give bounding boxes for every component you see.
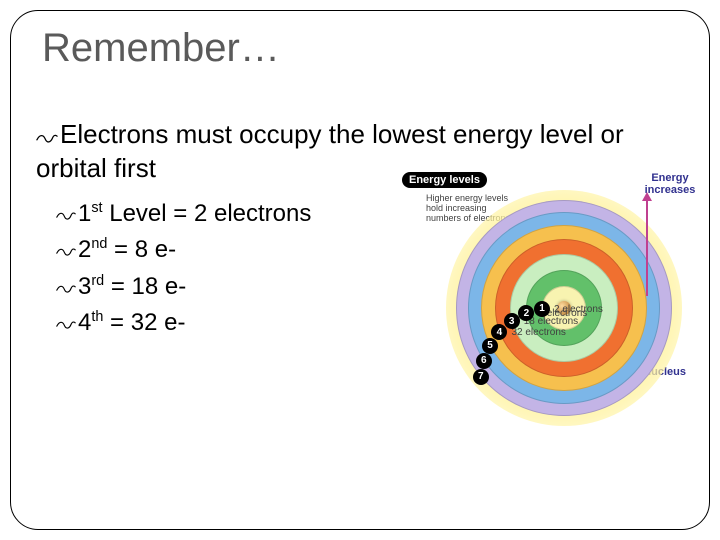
item-text: = 32 e- [103, 309, 185, 336]
item-text: = 18 e- [104, 273, 186, 300]
list-item: 2nd = 8 e- [56, 232, 311, 268]
ord-sup: st [91, 200, 102, 216]
bullet-icon [56, 270, 76, 306]
list-item: 4th = 32 e- [56, 305, 311, 341]
energy-levels-pill: Energy levels [402, 172, 487, 188]
list-item: 1st Level = 2 electrons [56, 196, 311, 232]
ord: 3 [78, 273, 91, 300]
level-badge-6: 6 [476, 353, 492, 369]
ord: 4 [78, 309, 91, 336]
energy-levels-diagram: Energy levels Energy increases Higher en… [378, 172, 700, 410]
ord-sup: th [91, 309, 103, 325]
ord-sup: nd [91, 236, 107, 252]
level-badge-7: 7 [473, 369, 489, 385]
ord: 1 [78, 200, 91, 227]
bullet-icon [56, 197, 76, 233]
level-badge-1: 1 [534, 301, 550, 317]
bullet-icon [56, 233, 76, 269]
energy-arrow [646, 200, 648, 296]
sub-list: 1st Level = 2 electrons 2nd = 8 e- 3rd =… [56, 196, 311, 342]
ord: 2 [78, 236, 91, 263]
list-item: 3rd = 18 e- [56, 269, 311, 305]
ring-label-1: 2 electrons [554, 304, 603, 315]
level-badge-5: 5 [482, 338, 498, 354]
item-text: = 8 e- [107, 236, 176, 263]
item-text: Level = 2 electrons [103, 200, 312, 227]
page-title: Remember… [42, 26, 280, 71]
bullet-icon [56, 306, 76, 342]
bullet-icon [36, 120, 58, 153]
ord-sup: rd [91, 273, 104, 289]
ring-label-4: 32 electrons [511, 327, 565, 338]
